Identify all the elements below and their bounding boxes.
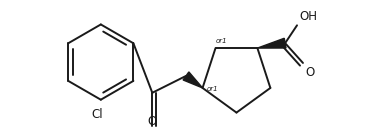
Text: O: O xyxy=(148,115,157,128)
Polygon shape xyxy=(257,38,286,48)
Text: or1: or1 xyxy=(216,38,228,44)
Text: O: O xyxy=(305,66,314,79)
Text: or1: or1 xyxy=(206,86,218,92)
Polygon shape xyxy=(183,72,202,88)
Text: Cl: Cl xyxy=(91,108,103,121)
Text: OH: OH xyxy=(299,10,317,23)
